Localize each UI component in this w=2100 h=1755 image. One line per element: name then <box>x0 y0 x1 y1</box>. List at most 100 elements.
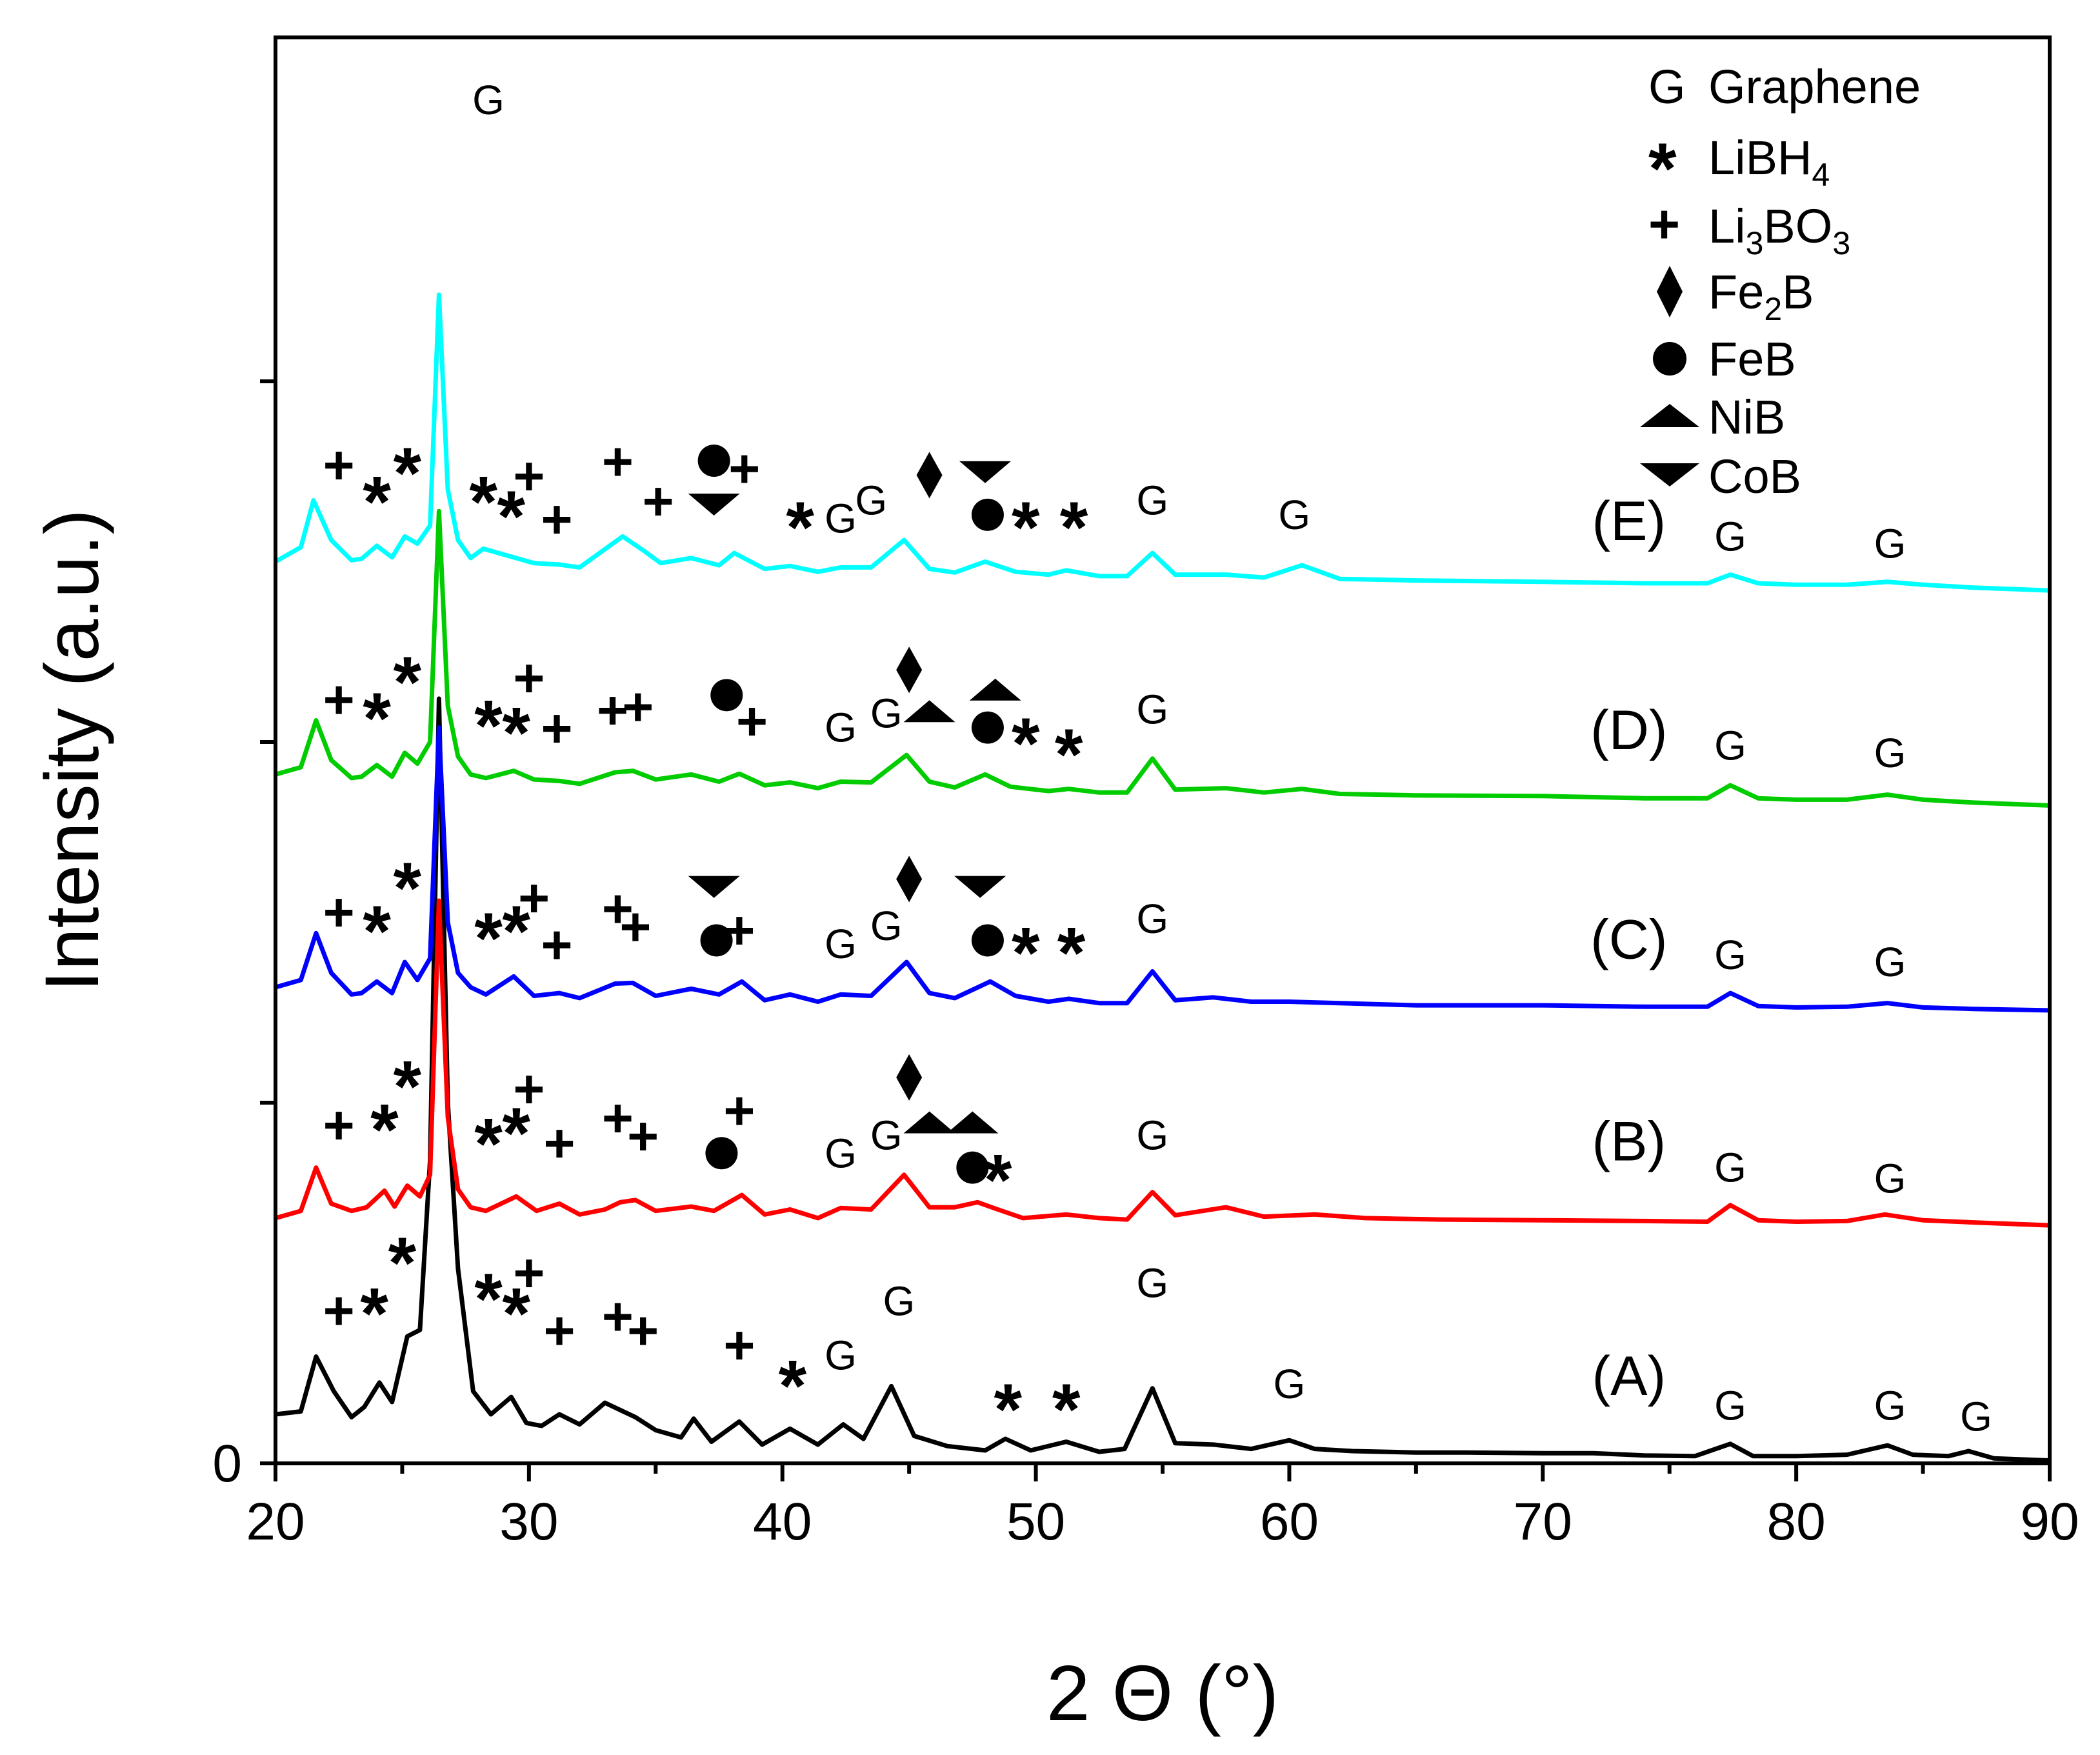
peak-marker-libh4: * <box>370 1089 399 1170</box>
peak-label-graphene: G <box>1714 932 1746 978</box>
peak-marker-feb <box>710 679 743 712</box>
peak-label-graphene: G <box>1136 1112 1168 1158</box>
legend-entry-fe2b: Fe2B <box>1657 265 1814 327</box>
x-tick-label-40: 40 <box>753 1492 812 1551</box>
legend-label-nib: NiB <box>1708 390 1785 444</box>
peak-marker-li3bo3: + <box>627 1105 659 1166</box>
series-line-d <box>275 508 2050 808</box>
peak-marker-libh4: * <box>497 476 526 557</box>
peak-marker-li3bo3: + <box>723 1315 755 1376</box>
legend-entry-nib: NiB <box>1640 390 1785 444</box>
peak-marker-libh4: * <box>502 1273 530 1354</box>
peak-label-graphene: G <box>825 495 857 541</box>
peak-label-graphene: G <box>472 77 505 123</box>
peak-marker-libh4: * <box>786 487 814 568</box>
x-tick-label-90: 90 <box>2020 1492 2079 1551</box>
peak-marker-libh4: * <box>363 678 391 759</box>
peak-label-graphene: G <box>883 1278 915 1324</box>
legend-label-li3bo3: Li3BO3 <box>1708 199 1850 261</box>
peak-marker-libh4: * <box>502 891 530 972</box>
legend-label-libh4: LiBH4 <box>1708 131 1830 193</box>
peak-marker-cob <box>959 461 1011 483</box>
peak-marker-li3bo3: + <box>723 900 755 961</box>
peak-marker-feb <box>971 924 1004 957</box>
legend-entry-graphene: G Graphene <box>1648 60 1921 114</box>
peak-marker-li3bo3: + <box>619 896 651 957</box>
x-tick-label-30: 30 <box>499 1492 558 1551</box>
peak-marker-cob <box>688 494 740 516</box>
series-line-b <box>275 898 2050 1228</box>
peak-label-graphene: G <box>1714 513 1746 559</box>
peak-marker-cob <box>688 876 740 898</box>
peak-label-graphene: G <box>855 477 887 523</box>
legend: G Graphene * LiBH4 + Li3BO3 Fe2B FeB NiB… <box>1640 60 1921 503</box>
legend-entry-cob: CoB <box>1640 450 1801 503</box>
peak-label-graphene: G <box>825 705 857 751</box>
peak-marker-libh4: * <box>502 1093 530 1174</box>
peak-label-graphene: G <box>825 1332 857 1378</box>
peak-marker-feb <box>697 444 730 477</box>
peak-marker-nib <box>903 1111 955 1134</box>
peak-marker-li3bo3: + <box>723 1080 755 1141</box>
peak-marker-libh4: * <box>363 891 391 972</box>
peak-marker-libh4: * <box>474 1104 503 1185</box>
x-tick-label-20: 20 <box>246 1492 305 1551</box>
peak-marker-libh4: * <box>393 848 421 928</box>
curve-label-e: (E) <box>1592 490 1666 552</box>
peak-label-graphene: G <box>1714 1383 1746 1429</box>
peak-marker-li3bo3: + <box>541 914 573 975</box>
peak-marker-fe2b <box>916 452 943 499</box>
peak-marker-libh4: * <box>1052 1369 1081 1450</box>
x-tick-label-60: 60 <box>1260 1492 1319 1551</box>
peak-marker-li3bo3: + <box>541 698 573 759</box>
peak-marker-libh4: * <box>994 1369 1023 1450</box>
peak-marker-feb <box>971 711 1004 744</box>
peak-marker-libh4: * <box>393 1046 421 1127</box>
peak-marker-nib <box>903 700 955 723</box>
peak-label-graphene: G <box>1136 1260 1168 1307</box>
peak-marker-libh4: * <box>393 642 421 723</box>
peak-marker-feb <box>705 1137 738 1170</box>
peak-marker-fe2b <box>896 1054 923 1101</box>
legend-label-cob: CoB <box>1708 450 1801 503</box>
peak-marker-li3bo3: + <box>602 878 634 939</box>
peak-marker-libh4: * <box>1060 487 1088 568</box>
peak-label-graphene: G <box>825 1130 857 1176</box>
x-tick-label-50: 50 <box>1006 1492 1065 1551</box>
peak-marker-fe2b <box>896 856 923 903</box>
curve-label-b: (B) <box>1592 1110 1666 1172</box>
peak-marker-libh4: * <box>393 433 421 514</box>
peak-marker-li3bo3: + <box>323 1280 355 1341</box>
legend-entry-feb: FeB <box>1653 332 1796 386</box>
peak-label-graphene: G <box>1874 1383 1906 1429</box>
legend-entry-li3bo3: + Li3BO3 <box>1648 194 1850 261</box>
peak-marker-li3bo3: + <box>543 1112 575 1173</box>
peak-label-graphene: G <box>1714 723 1746 769</box>
peak-marker-li3bo3: + <box>602 431 634 492</box>
peak-label-graphene: G <box>1136 896 1168 942</box>
peak-marker-nib <box>946 1111 999 1134</box>
peak-marker-libh4: * <box>1057 912 1086 993</box>
peak-marker-libh4: * <box>1012 912 1040 993</box>
peak-marker-li3bo3: + <box>518 867 550 928</box>
peak-marker-libh4: * <box>474 1259 503 1339</box>
peak-label-graphene: G <box>1960 1393 1992 1439</box>
peak-marker-fe2b <box>896 647 923 694</box>
peak-label-graphene: G <box>1136 477 1168 523</box>
legend-symbol-plus: + <box>1648 194 1680 254</box>
peak-marker-nib <box>969 678 1021 701</box>
x-tick-label-80: 80 <box>1767 1492 1826 1551</box>
peak-label-graphene: G <box>870 1112 903 1158</box>
peak-marker-feb <box>700 924 733 957</box>
legend-entry-libh4: * LiBH4 <box>1648 128 1830 209</box>
peak-marker-libh4: * <box>360 1273 388 1354</box>
peak-marker-libh4: * <box>779 1345 807 1426</box>
legend-symbol-g: G <box>1648 60 1686 114</box>
peak-marker-libh4: * <box>388 1223 417 1303</box>
legend-symbol-triangle-up <box>1640 404 1699 427</box>
peak-label-graphene: G <box>825 921 857 967</box>
peak-label-graphene: G <box>870 690 903 736</box>
peak-marker-li3bo3: + <box>602 1087 634 1148</box>
peak-marker-li3bo3: + <box>323 1095 355 1156</box>
legend-label-graphene: Graphene <box>1708 60 1921 114</box>
